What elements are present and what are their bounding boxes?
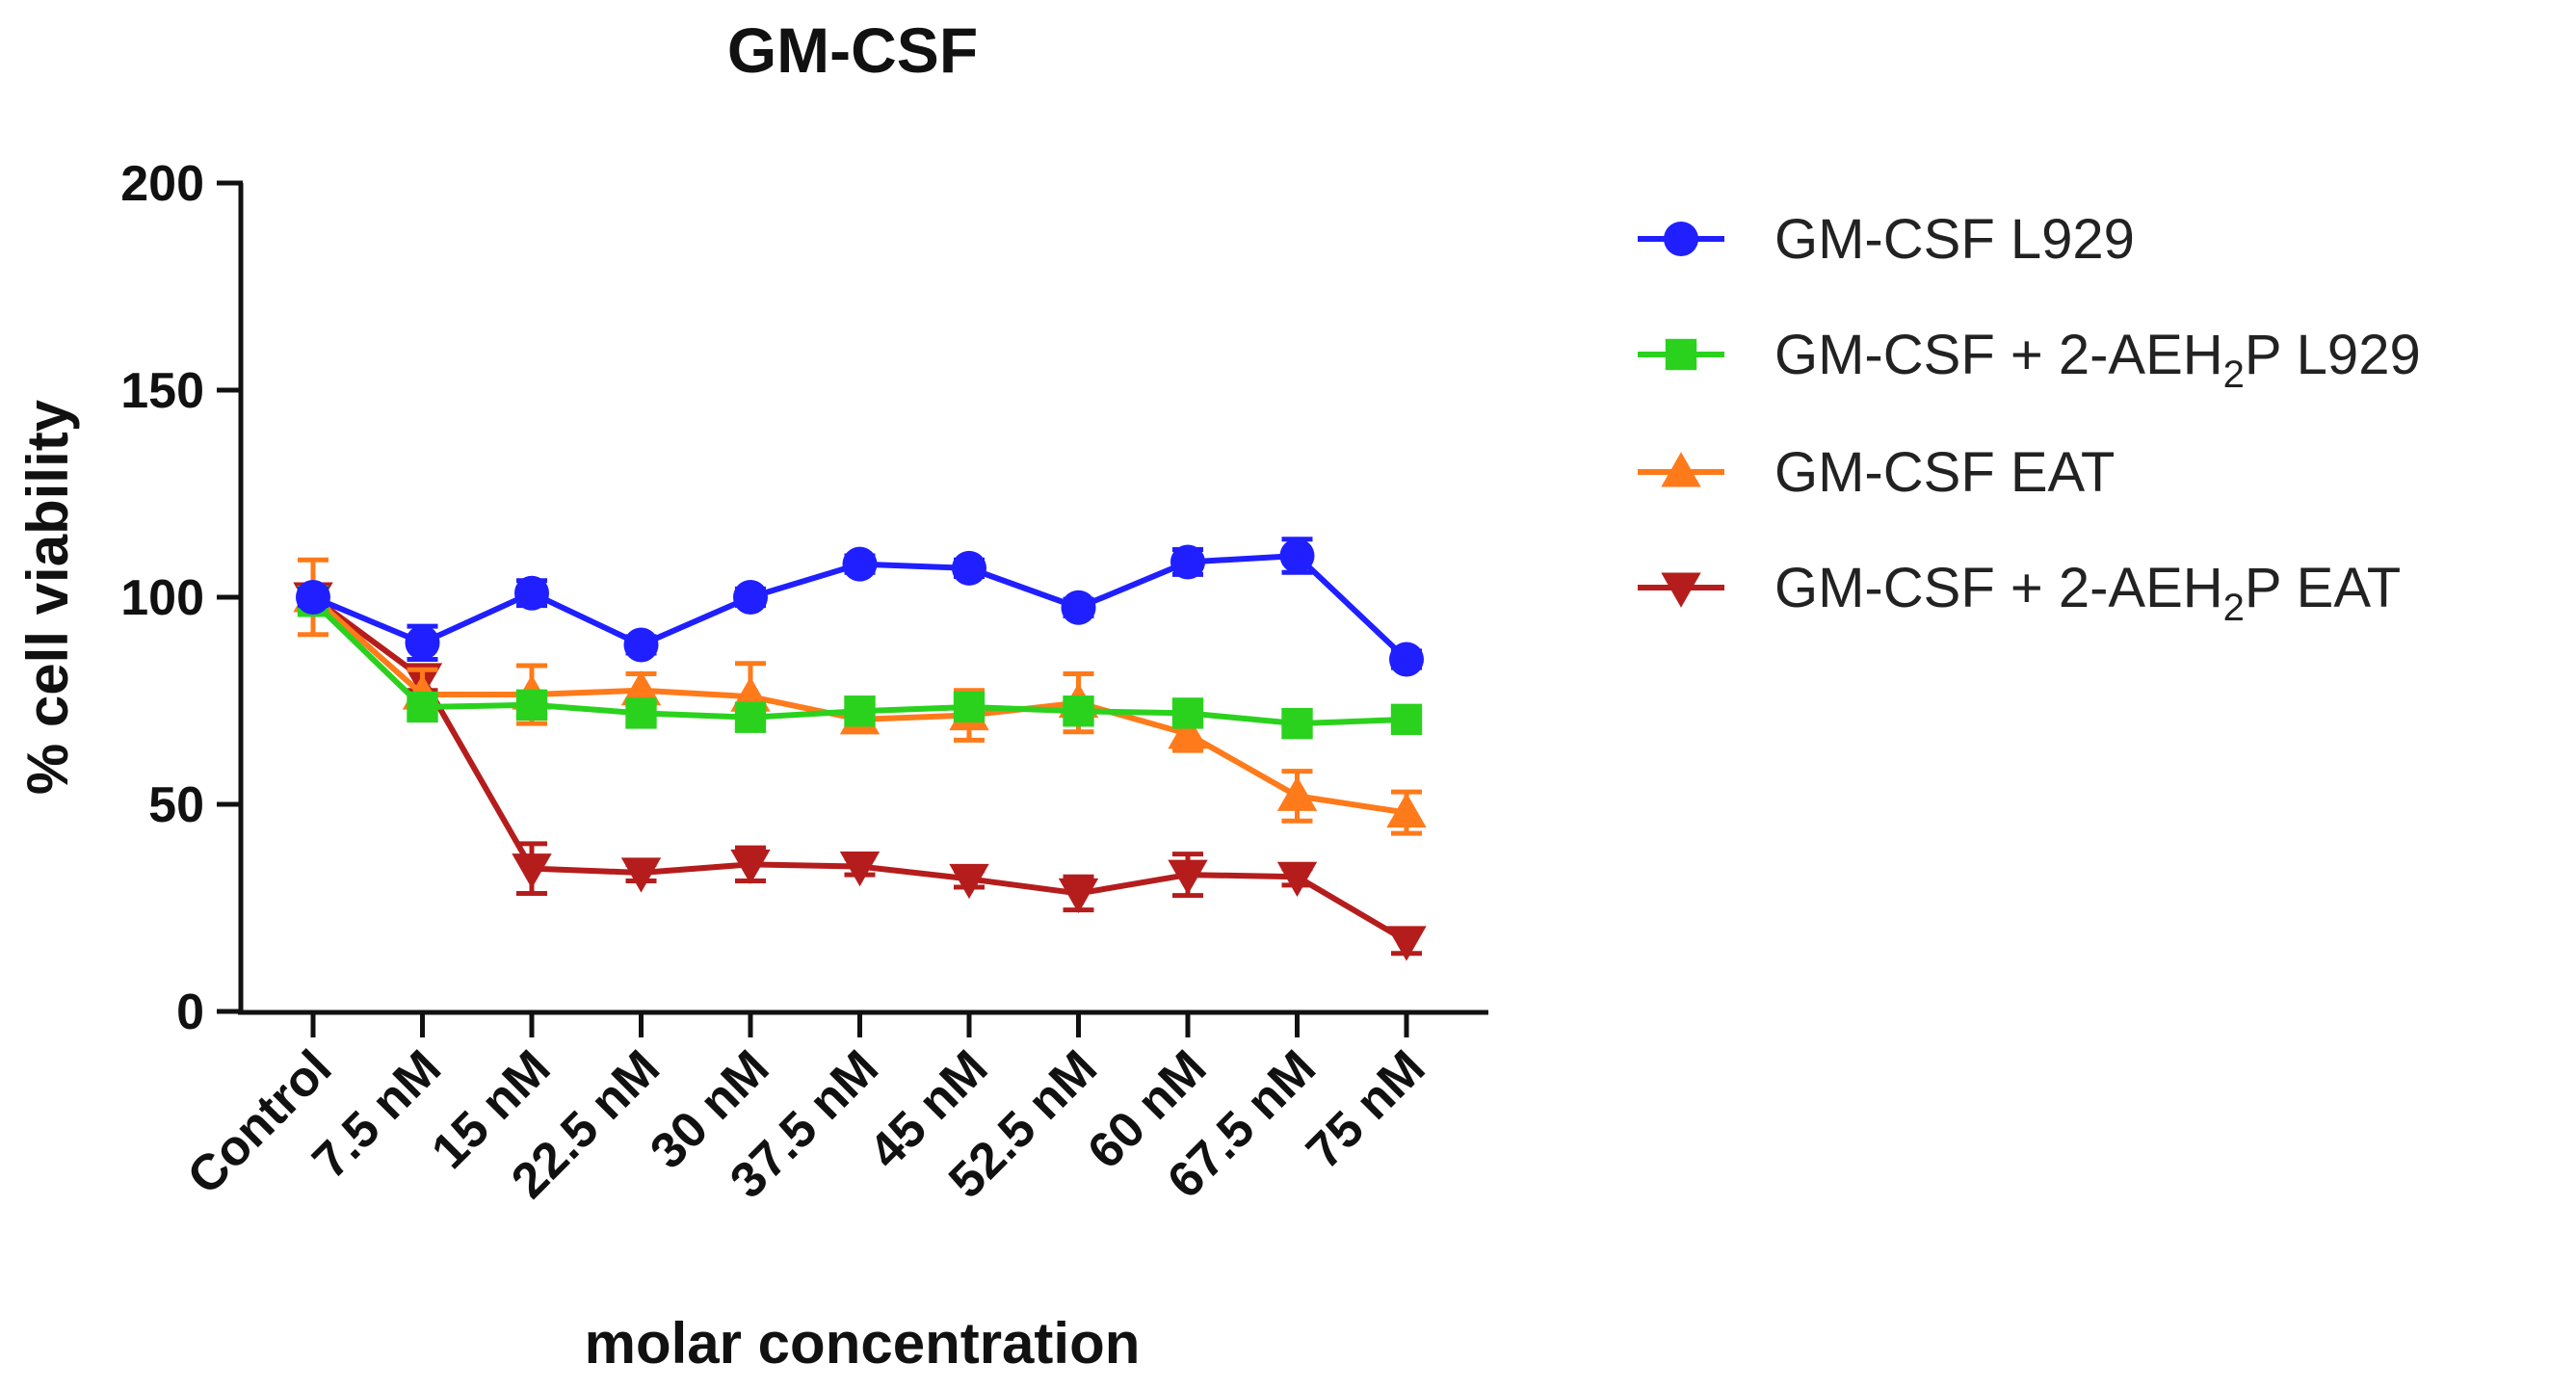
data-point xyxy=(1386,792,1427,828)
y-tick-label: 100 xyxy=(120,570,204,626)
data-point xyxy=(514,575,549,611)
legend-label: GM-CSF + 2-AEH2P L929 xyxy=(1774,324,2421,396)
data-point xyxy=(623,627,659,663)
data-point xyxy=(1390,703,1423,736)
legend: GM-CSF L929 GM-CSF + 2-AEH2P L929 GM-CSF E… xyxy=(1638,208,2421,629)
legend-label: GM-CSF L929 xyxy=(1774,208,2135,271)
data-point xyxy=(1168,859,1208,895)
data-point xyxy=(1170,544,1205,580)
legend-label: GM-CSF + 2-AEH2P EAT xyxy=(1774,557,2401,629)
legend-marker xyxy=(1664,222,1698,256)
legend-item: GM-CSF EAT xyxy=(1638,441,2115,504)
data-point xyxy=(1386,926,1427,961)
data-point xyxy=(1389,642,1424,677)
data-point xyxy=(1168,714,1208,749)
series-line xyxy=(311,594,1408,944)
y-tick-label: 150 xyxy=(120,363,204,419)
y-axis-label: % cell viability xyxy=(15,399,80,795)
data-point xyxy=(620,857,662,893)
plot-area xyxy=(293,537,1427,961)
data-point xyxy=(1063,695,1094,727)
data-point xyxy=(953,691,986,723)
data-point xyxy=(844,695,876,727)
data-point xyxy=(952,550,986,586)
data-point xyxy=(1058,878,1099,914)
x-axis-label: molar concentration xyxy=(585,1311,1141,1376)
series-1 xyxy=(297,586,1423,740)
legend-item: GM-CSF L929 xyxy=(1638,208,2135,271)
data-point xyxy=(839,851,881,887)
data-point xyxy=(1171,697,1204,729)
legend-item: GM-CSF + 2-AEH2P L929 xyxy=(1638,324,2421,396)
data-point xyxy=(1276,775,1318,811)
data-point xyxy=(405,625,440,661)
data-point xyxy=(734,701,767,733)
legend-marker xyxy=(1661,572,1701,608)
legend-item: GM-CSF + 2-AEH2P EAT xyxy=(1638,557,2401,629)
data-point xyxy=(1276,861,1318,897)
data-point xyxy=(1061,590,1096,625)
y-ticks: 0 50 100 150 200 xyxy=(120,156,243,1040)
data-point xyxy=(1279,538,1315,573)
data-point xyxy=(730,849,771,885)
legend-label: GM-CSF EAT xyxy=(1774,441,2115,504)
data-point xyxy=(407,691,438,723)
data-point xyxy=(733,580,768,615)
series-0 xyxy=(296,537,1424,677)
legend-marker xyxy=(1661,452,1701,487)
data-point xyxy=(625,697,657,729)
y-tick-label: 0 xyxy=(176,984,204,1040)
data-point xyxy=(296,580,330,615)
legend-marker xyxy=(1665,338,1697,371)
data-point xyxy=(1281,707,1313,740)
data-point xyxy=(620,670,662,706)
data-point xyxy=(949,863,989,900)
chart-title: GM-CSF xyxy=(727,14,978,86)
data-point xyxy=(512,853,552,889)
data-point xyxy=(515,689,548,721)
data-point xyxy=(842,546,878,582)
x-tick-label: 75 nM xyxy=(1296,1039,1435,1179)
y-tick-label: 50 xyxy=(148,777,204,833)
x-tick-label: Control xyxy=(177,1039,343,1205)
y-tick-label: 200 xyxy=(120,156,204,212)
